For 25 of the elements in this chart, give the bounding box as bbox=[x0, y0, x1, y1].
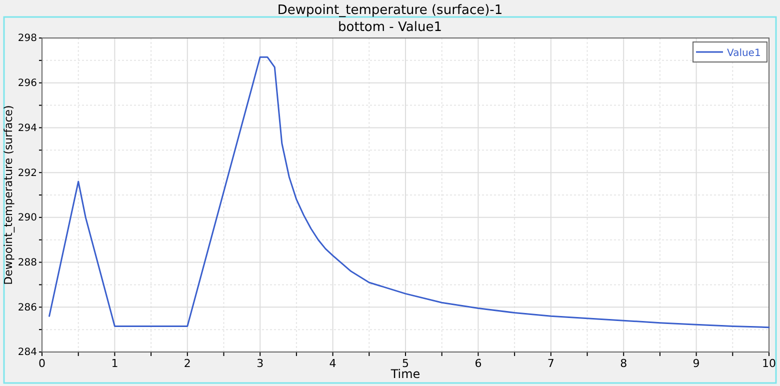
x-tick-label: 0 bbox=[38, 356, 46, 370]
legend-label: Value1 bbox=[727, 48, 761, 59]
chart-subtitle: bottom - Value1 bbox=[338, 20, 442, 35]
y-tick-label: 298 bbox=[18, 33, 37, 44]
line-series bbox=[48, 56, 770, 328]
y-axis-title: Dewpoint_temperature (surface) bbox=[2, 105, 15, 285]
x-tick-label: 2 bbox=[184, 356, 191, 370]
x-tick-label: 7 bbox=[547, 356, 554, 370]
y-tick-label: 294 bbox=[18, 122, 37, 134]
x-tick-label: 4 bbox=[329, 356, 336, 370]
x-tick-label: 1 bbox=[111, 356, 118, 370]
y-tick-label: 286 bbox=[18, 302, 37, 314]
x-tick-label: 6 bbox=[474, 356, 482, 370]
x-tick-label: 5 bbox=[402, 356, 409, 370]
y-tick-label: 284 bbox=[18, 347, 37, 358]
y-tick-label: 292 bbox=[18, 168, 37, 179]
x-tick-label: 9 bbox=[692, 356, 700, 370]
x-tick-label: 10 bbox=[762, 356, 776, 370]
y-tick-label: 290 bbox=[18, 212, 37, 224]
y-tick-label: 288 bbox=[18, 257, 37, 268]
y-tick-label: 296 bbox=[18, 78, 37, 90]
x-tick-label: 3 bbox=[256, 356, 264, 370]
chart-title: Dewpoint_temperature (surface)-1 bbox=[277, 3, 503, 18]
x-axis-title: Time bbox=[390, 367, 420, 381]
x-tick-label: 8 bbox=[620, 356, 628, 370]
